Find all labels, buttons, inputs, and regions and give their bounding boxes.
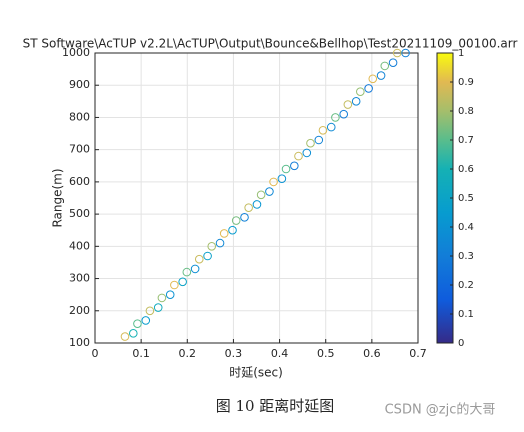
colorbar-tick-label: 0.8 <box>458 106 474 117</box>
x-tick-label: 0.2 <box>179 347 197 360</box>
data-point <box>182 267 192 277</box>
data-point <box>207 242 217 251</box>
colorbar-tick-label: 0.4 <box>458 222 474 233</box>
x-tick-label: 0 <box>92 347 99 360</box>
data-point <box>318 126 328 135</box>
y-axis-label: Range(m) <box>51 168 65 227</box>
data-point <box>392 48 402 58</box>
data-point <box>331 113 340 122</box>
colorbar-tick-label: 0.9 <box>458 77 474 88</box>
data-point <box>277 174 287 183</box>
y-tick-label: 1000 <box>62 46 90 59</box>
data-point <box>302 148 312 158</box>
data-point <box>231 216 241 225</box>
y-tick-label: 300 <box>69 272 90 285</box>
data-point <box>219 229 229 238</box>
data-point <box>190 264 200 274</box>
data-point <box>314 135 324 145</box>
data-point <box>380 61 390 71</box>
data-point <box>157 293 167 303</box>
data-point <box>170 280 179 290</box>
x-tick-label: 0.7 <box>409 347 427 360</box>
y-tick-label: 600 <box>69 175 90 188</box>
data-point <box>351 97 361 106</box>
colorbar-tick-label: 0 <box>458 338 464 349</box>
y-tick-label: 100 <box>69 336 90 349</box>
data-point <box>356 87 365 96</box>
watermark: CSDN @zjc的大哥 <box>385 402 496 418</box>
data-point <box>145 306 155 316</box>
colorbar-tick-label: 0.2 <box>458 280 474 291</box>
x-axis-label: 时延(sec) <box>229 366 283 380</box>
y-tick-label: 500 <box>69 207 90 220</box>
data-point <box>128 329 138 338</box>
x-tick-label: 0.1 <box>132 347 150 360</box>
data-point <box>401 48 410 58</box>
y-tick-label: 900 <box>69 78 90 91</box>
data-point <box>228 225 237 235</box>
colorbar-tick-label: 0.5 <box>458 193 474 204</box>
data-point <box>388 58 398 67</box>
plot-frame <box>94 52 419 344</box>
chart-title: ST Software\AcTUP v2.2L\AcTUP\Output\Bou… <box>23 37 518 51</box>
y-tick-label: 400 <box>69 239 90 252</box>
y-tick-label: 800 <box>69 110 90 123</box>
x-tick-label: 0.4 <box>271 347 289 360</box>
data-point <box>153 303 163 312</box>
data-point <box>290 161 299 171</box>
data-point <box>343 100 353 109</box>
data-point <box>294 151 303 161</box>
data-point <box>306 138 315 148</box>
colorbar-tick-label: 0.7 <box>458 135 474 146</box>
data-point <box>269 177 278 187</box>
data-point <box>364 84 373 93</box>
data-point <box>256 190 266 200</box>
data-point <box>265 187 274 196</box>
data-point <box>203 251 212 261</box>
x-tick-label: 0.5 <box>317 347 335 360</box>
caption: 图 10 距离时延图 <box>216 397 335 415</box>
data-point <box>376 71 386 80</box>
colorbar-tick-label: 0.1 <box>458 309 474 320</box>
data-point <box>215 238 225 248</box>
data-point <box>281 164 291 174</box>
x-tick-label: 0.6 <box>363 347 381 360</box>
data-point <box>133 319 142 328</box>
data-point <box>252 200 262 209</box>
y-tick-label: 200 <box>69 304 90 317</box>
data-point <box>194 254 204 264</box>
data-point <box>141 316 151 325</box>
x-tick-label: 0.3 <box>225 347 243 360</box>
data-point <box>368 74 378 84</box>
data-point <box>120 332 130 341</box>
y-tick-label: 700 <box>69 143 90 156</box>
colorbar-tick-label: 0.3 <box>458 251 474 262</box>
colorbar-tick-label: 0.6 <box>458 164 474 175</box>
data-point <box>178 277 187 287</box>
colorbar-tick-label: 1 <box>458 48 464 59</box>
data-point <box>240 213 249 222</box>
data-point <box>326 122 336 132</box>
data-point <box>339 109 349 119</box>
data-point <box>165 290 175 299</box>
data-point <box>244 203 253 212</box>
